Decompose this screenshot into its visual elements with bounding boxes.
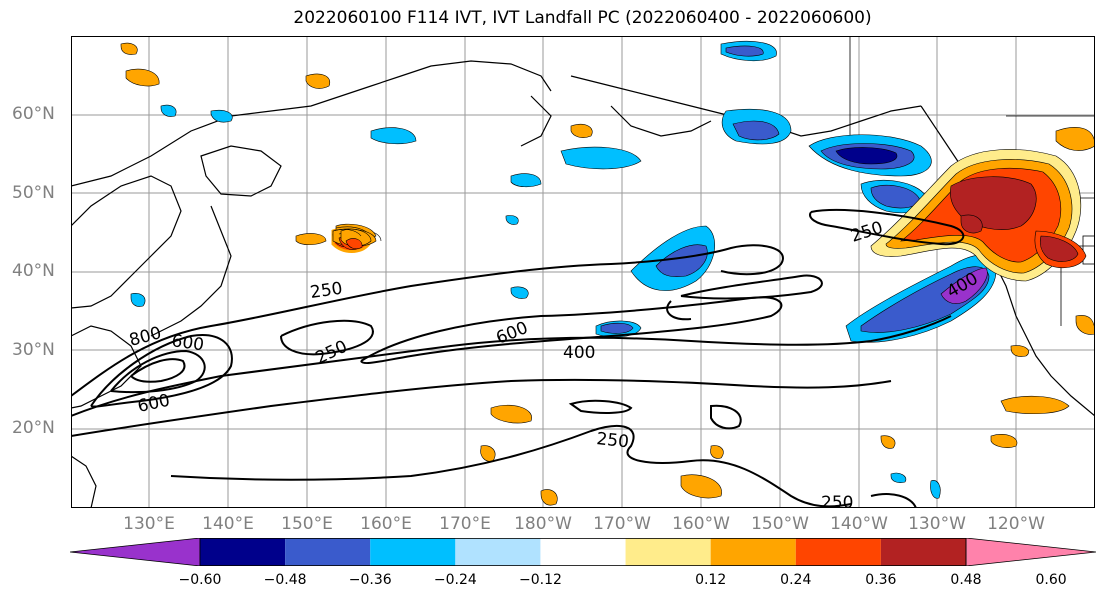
colorbar-segment xyxy=(710,538,796,566)
contour-label: 600 xyxy=(170,331,205,355)
lon-label: 130°W xyxy=(908,514,966,534)
lon-label: 160°E xyxy=(360,514,412,534)
colorbar-segment xyxy=(625,538,711,566)
colorbar-tick-label: 0.36 xyxy=(865,572,897,588)
colorbar-segment xyxy=(540,538,626,566)
colorbar-segment xyxy=(795,538,881,566)
colorbar-segment xyxy=(200,538,286,566)
lat-label: 30°N xyxy=(12,340,55,360)
colorbar-tick-label: 0.60 xyxy=(1035,572,1067,588)
lon-label: 140°W xyxy=(830,514,888,534)
lat-label: 60°N xyxy=(12,104,55,124)
colorbar-extend-min xyxy=(70,538,201,566)
contour-label: 600 xyxy=(136,391,172,417)
gridlines xyxy=(71,36,1095,508)
lon-label: 160°W xyxy=(672,514,730,534)
lat-label: 40°N xyxy=(12,261,55,281)
colorbar-segment xyxy=(455,538,541,566)
colorbar-tick-label: −0.60 xyxy=(178,572,222,588)
lon-label: 140°E xyxy=(202,514,254,534)
colorbar-segment xyxy=(370,538,456,566)
colorbar-segment xyxy=(285,538,371,566)
contour-label: 400 xyxy=(563,343,595,363)
contour-label: 800 xyxy=(127,323,164,351)
contour-label: 600 xyxy=(493,318,531,349)
colorbar-segment xyxy=(880,538,966,566)
map-plot: 250 250 250 250 250 600 600 600 400 400 … xyxy=(71,36,1095,508)
colorbar-extend-max xyxy=(965,538,1096,566)
negative-pc-regions xyxy=(130,41,997,499)
lon-label: 170°E xyxy=(439,514,491,534)
lat-label: 20°N xyxy=(12,418,55,438)
lon-label: 180°W xyxy=(514,514,572,534)
positive-pc-regions xyxy=(120,42,1095,506)
colorbar-tick-label: 0.24 xyxy=(780,572,812,588)
lon-label: 170°W xyxy=(593,514,651,534)
contour-labels: 250 250 250 250 250 600 600 600 400 400 … xyxy=(127,218,981,508)
lon-label: 150°E xyxy=(281,514,333,534)
contour-label: 250 xyxy=(595,429,629,452)
colorbar-tick-label: 0.48 xyxy=(950,572,982,588)
ivt-contours xyxy=(71,208,965,508)
lat-label: 50°N xyxy=(12,183,55,203)
colorbar-tick-label: −0.24 xyxy=(433,572,477,588)
colorbar-tick-label: −0.48 xyxy=(263,572,307,588)
lon-label: 130°E xyxy=(123,514,175,534)
colorbar-tick-label: 0.12 xyxy=(695,572,727,588)
map-title: 2022060100 F114 IVT, IVT Landfall PC (20… xyxy=(293,8,872,28)
contour-label: 250 xyxy=(309,279,344,303)
colorbar xyxy=(70,538,1096,566)
lon-label: 150°W xyxy=(751,514,809,534)
contour-label: 250 xyxy=(821,493,853,508)
colorbar-tick-label: −0.12 xyxy=(518,572,562,588)
lon-label: 120°W xyxy=(987,514,1045,534)
contour-label: 250 xyxy=(313,337,351,369)
colorbar-tick-label: −0.36 xyxy=(348,572,392,588)
